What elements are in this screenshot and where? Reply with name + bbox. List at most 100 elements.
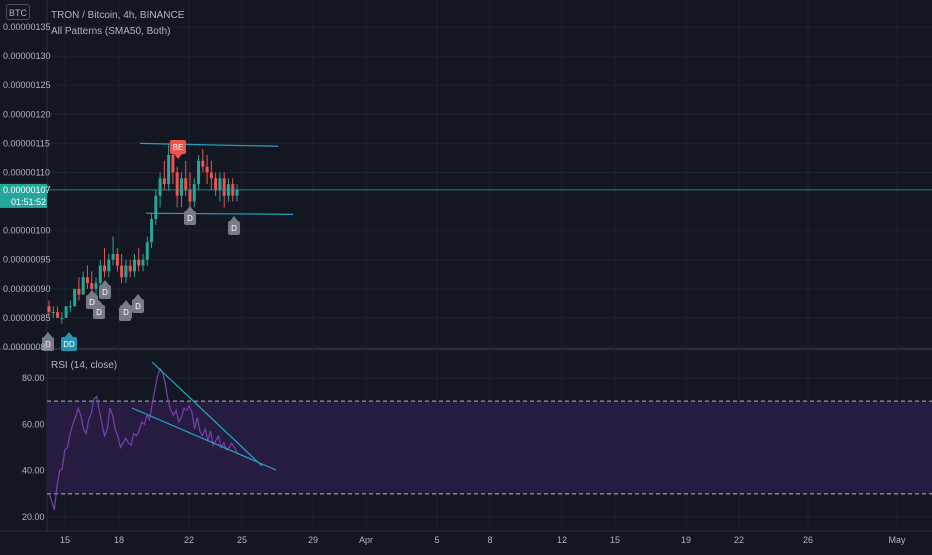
pattern-marker-label: D xyxy=(135,302,141,311)
candle-body xyxy=(47,306,51,313)
rsi-tick-label: 20.00 xyxy=(22,512,45,522)
last-price-tag xyxy=(0,183,47,208)
candle-body xyxy=(154,195,158,219)
price-tick-label: 0.00000130 xyxy=(3,51,51,61)
price-tick-label: 0.00000085 xyxy=(3,313,51,323)
countdown-label: 01:51:52 xyxy=(11,197,46,207)
candle-body xyxy=(175,172,179,196)
pattern-marker-arrow xyxy=(88,290,96,295)
price-tick-label: 0.00000115 xyxy=(3,138,50,148)
pattern-marker xyxy=(228,221,240,235)
candle-body xyxy=(167,155,171,185)
pattern-marker xyxy=(93,305,105,319)
time-tick-label: 22 xyxy=(184,535,194,545)
rsi-lower-trendline xyxy=(131,407,277,471)
time-tick-label: 5 xyxy=(434,535,439,545)
price-tick-label: 0.00000100 xyxy=(3,226,51,236)
candle-body xyxy=(103,265,107,272)
candle-body xyxy=(171,155,175,173)
time-tick-label: Apr xyxy=(359,535,373,545)
candle-body xyxy=(64,306,68,318)
pattern-marker-arrow xyxy=(186,206,194,211)
pattern-marker-label: DD xyxy=(63,340,75,349)
candle-body xyxy=(81,277,85,295)
time-tick-label: 19 xyxy=(681,535,691,545)
candle-body xyxy=(184,178,188,190)
pattern-marker-label: D xyxy=(89,298,95,307)
rsi-tick-label: 60.00 xyxy=(22,419,45,429)
pattern-marker-label: D xyxy=(231,224,237,233)
candle-body xyxy=(120,265,124,278)
candle-body xyxy=(132,259,136,272)
pattern-marker-arrow xyxy=(101,280,109,285)
rsi-tick-label: 40.00 xyxy=(22,466,45,476)
rsi-series-line xyxy=(48,367,238,511)
candle-body xyxy=(141,259,145,266)
price-axis-bg xyxy=(0,0,47,550)
candle-body xyxy=(56,312,60,318)
pattern-marker-arrow xyxy=(230,216,238,221)
time-tick-label: 22 xyxy=(734,535,744,545)
candle-body xyxy=(197,160,201,185)
candle-body xyxy=(205,166,209,173)
pattern-marker-label: D xyxy=(123,308,129,317)
candle-body xyxy=(218,178,222,190)
candle-body xyxy=(188,189,192,202)
pattern-marker-label: BE xyxy=(173,143,184,152)
candle-body xyxy=(158,178,162,196)
candle-body xyxy=(51,312,55,314)
price-tick-label: 0.00000120 xyxy=(3,109,51,119)
time-tick-label: May xyxy=(888,535,906,545)
candle-body xyxy=(73,288,77,307)
rsi-band-fill xyxy=(47,401,932,494)
rsi-tick-label: 80.00 xyxy=(22,373,45,383)
price-tick-label: 0.00000090 xyxy=(3,284,51,294)
support-trendline xyxy=(145,212,294,215)
candle-body xyxy=(115,253,119,266)
pattern-marker-label: D xyxy=(45,340,51,349)
candle-body xyxy=(222,178,226,196)
pattern-marker-arrow xyxy=(174,154,182,159)
time-tick-label: 15 xyxy=(60,535,70,545)
pattern-marker xyxy=(61,337,77,351)
indicator-label[interactable]: All Patterns (SMA50, Both) xyxy=(51,26,171,37)
candle-body xyxy=(137,259,141,266)
candle-body xyxy=(111,253,115,260)
pattern-marker-arrow xyxy=(95,300,103,305)
candle-body xyxy=(60,317,64,319)
pattern-marker xyxy=(184,211,196,225)
candle-body xyxy=(90,283,94,289)
candle-body xyxy=(201,160,205,167)
pattern-marker-arrow xyxy=(65,332,73,337)
pattern-marker-arrow xyxy=(44,332,52,337)
candle-body xyxy=(179,178,183,196)
pattern-marker xyxy=(132,299,144,313)
pattern-marker xyxy=(99,285,111,299)
candle-body xyxy=(68,306,72,308)
rsi-title[interactable]: RSI (14, close) xyxy=(51,360,118,371)
pattern-marker xyxy=(42,337,54,351)
pattern-marker-label: D xyxy=(187,214,193,223)
candle-body xyxy=(192,184,196,202)
candle-body xyxy=(235,189,239,196)
candle-body xyxy=(128,265,132,272)
price-tick-label: 0.00000080 xyxy=(3,342,51,352)
price-tick-label: 0.00000110 xyxy=(3,167,50,177)
pattern-marker xyxy=(120,305,132,319)
candle-body xyxy=(162,178,166,185)
chart-title: TRON / Bitcoin, 4h, BINANCE xyxy=(51,10,185,21)
candle-body xyxy=(98,265,102,283)
symbol-badge[interactable]: BTC xyxy=(6,4,30,20)
pattern-marker-arrow xyxy=(122,300,130,305)
rsi-upper-trendline xyxy=(151,361,263,467)
candle-body xyxy=(85,277,89,283)
time-tick-label: 8 xyxy=(487,535,492,545)
price-tick-label: 0.00000095 xyxy=(3,255,51,265)
pattern-marker xyxy=(170,140,186,154)
pattern-marker-arrow xyxy=(134,294,142,299)
time-tick-label: 26 xyxy=(803,535,813,545)
candle-body xyxy=(145,242,149,260)
pattern-marker-label: D xyxy=(102,288,108,297)
